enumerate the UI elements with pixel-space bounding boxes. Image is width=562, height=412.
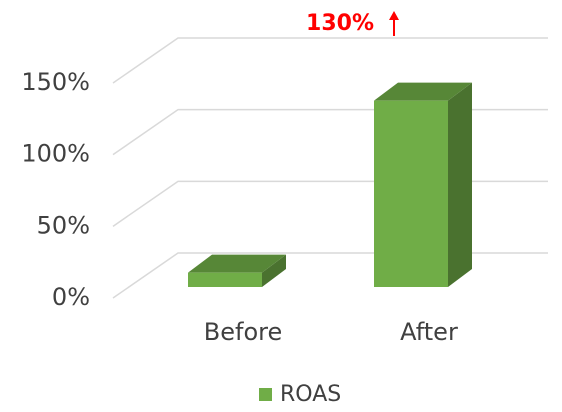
bar-top bbox=[374, 82, 472, 101]
grid-line bbox=[112, 252, 548, 299]
x-tick-label: Before bbox=[204, 318, 282, 346]
grid-line bbox=[112, 180, 548, 227]
y-tick-label: 0% bbox=[52, 283, 90, 311]
legend-swatch bbox=[259, 388, 272, 401]
x-tick-label: After bbox=[400, 318, 458, 346]
legend-label: ROAS bbox=[280, 382, 341, 407]
bar bbox=[188, 272, 262, 287]
grid-line bbox=[112, 108, 548, 156]
bar bbox=[374, 100, 448, 288]
y-tick-label: 100% bbox=[21, 140, 90, 168]
bar-top bbox=[188, 254, 286, 273]
annotation: 130% bbox=[306, 11, 374, 36]
bar-side bbox=[262, 254, 286, 287]
bar-side bbox=[448, 82, 472, 288]
annotation-arrowhead bbox=[389, 11, 399, 20]
y-tick-label: 50% bbox=[37, 211, 90, 239]
y-tick-label: 150% bbox=[21, 68, 90, 96]
grid-line bbox=[112, 37, 548, 84]
